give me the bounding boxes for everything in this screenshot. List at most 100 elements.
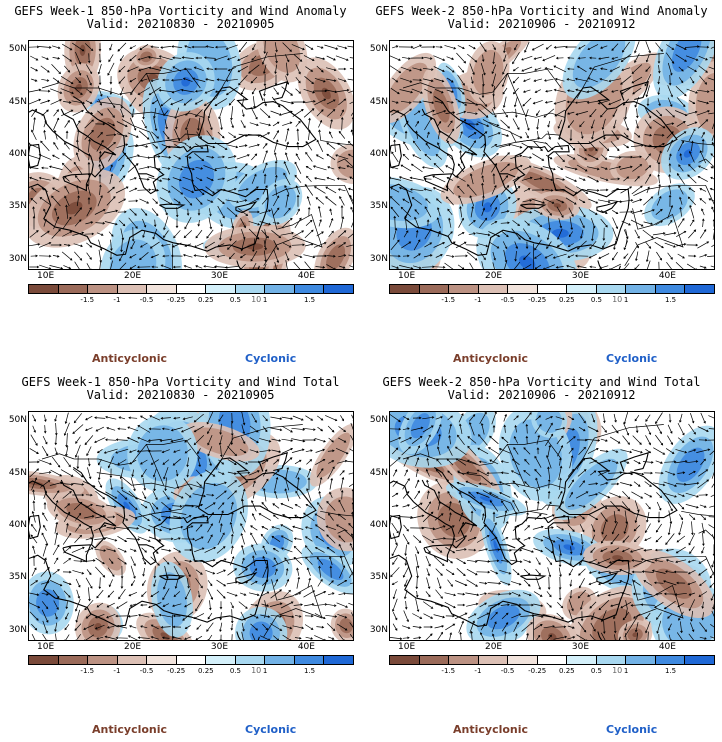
lon-label: 30E [210,642,229,652]
colorbar-label: -1 [474,667,482,675]
lat-label: 30N [369,253,388,264]
colorbar-swatch [537,285,568,293]
colorbar-swatch [265,656,295,664]
colorbar-swatch [147,656,177,664]
colorbar-swatch [596,285,627,293]
colorbar-swatch [29,656,59,664]
map-panel-p2: GEFS Week-2 850-hPa Vorticity and Wind A… [361,0,722,371]
lon-label: 10E [398,271,416,281]
colorbar-swatch [235,656,266,664]
panel-title: GEFS Week-2 850-hPa Vorticity and Wind T… [382,375,701,389]
colorbar-label: 1.5 [664,296,677,304]
lat-label: 30N [8,253,27,264]
lat-label: 40N [8,149,27,159]
colorbar-label: -1 [113,667,121,675]
colorbar-swatch [117,285,148,293]
panel-title: GEFS Week-1 850-hPa Vorticity and Wind A… [14,4,347,18]
lat-label: 40N [369,520,388,530]
lon-label: 20E [484,271,503,281]
lat-label: 45N [8,467,27,478]
colorbar-label: -1.5 [441,667,456,675]
colorbar-swatch [206,285,236,293]
lat-label: 50N [8,44,27,55]
colorbar-label: 0.5 [229,296,242,304]
colorbar-swatch [449,656,479,664]
colorbar-swatch [390,656,420,664]
map-panel-p3: GEFS Week-1 850-hPa Vorticity and Wind T… [0,371,361,742]
colorbar-unit: 10 [251,666,262,675]
colorbar-swatch [685,656,715,664]
colorbar-label: 1.5 [303,296,316,304]
lat-label: 30N [369,624,388,635]
panel-valid-dates: Valid: 20210830 - 20210905 [86,17,275,31]
colorbar-swatch [88,285,118,293]
lat-label: 45N [369,467,388,478]
colorbar-label: -1.5 [80,667,95,675]
lon-label: 20E [123,642,142,652]
colorbar-label: 0.25 [198,296,214,304]
colorbar [389,655,715,665]
colorbar-swatch [58,656,89,664]
lat-label: 35N [369,201,388,212]
lat-label: 50N [8,415,27,426]
colorbar-label: -1 [474,296,482,304]
lat-label: 50N [369,44,388,55]
colorbar-swatch [419,656,450,664]
colorbar-label: 1 [262,296,268,304]
colorbar-swatch [567,656,597,664]
legend-cyclonic: Cyclonic [245,352,297,365]
panel-valid-dates: Valid: 20210906 - 20210912 [447,388,636,402]
colorbar-unit: 10 [251,295,262,304]
lat-label: 50N [369,415,388,426]
colorbar-swatch [508,656,538,664]
map-canvas [29,412,353,640]
legend-cyclonic: Cyclonic [245,723,297,736]
colorbar-label: 0.5 [590,296,603,304]
lon-label: 40E [658,642,676,652]
legend-anticyclonic: Anticyclonic [453,723,529,736]
lon-label: 40E [297,642,315,652]
colorbar-swatch [567,285,597,293]
colorbar-swatch [626,285,656,293]
colorbar-label: -0.5 [139,667,154,675]
legend-anticyclonic: Anticyclonic [92,352,168,365]
colorbar-swatch [29,285,59,293]
colorbar-swatch [419,285,450,293]
lat-label: 40N [369,149,388,159]
colorbar-swatch [449,285,479,293]
colorbar-swatch [206,656,236,664]
lon-label: 30E [571,642,590,652]
colorbar-swatch [478,285,509,293]
lon-label: 20E [484,642,503,652]
legend-anticyclonic: Anticyclonic [92,723,168,736]
colorbar-label: 0.25 [198,667,214,675]
lat-label: 35N [8,201,27,212]
colorbar-label: -1.5 [80,296,95,304]
lon-label: 40E [297,271,315,281]
colorbar [28,284,354,294]
colorbar-swatch [88,656,118,664]
lat-label: 35N [369,572,388,583]
lat-label: 45N [369,96,388,107]
lon-label: 10E [398,642,416,652]
vorticity-map [28,411,354,641]
colorbar-swatch [685,285,715,293]
colorbar-label: -0.25 [528,667,547,675]
colorbar-swatch [147,285,177,293]
legend-cyclonic: Cyclonic [606,352,658,365]
map-canvas [29,41,353,269]
colorbar [28,655,354,665]
panel-valid-dates: Valid: 20210906 - 20210912 [447,17,636,31]
colorbar-label: 1 [262,667,268,675]
colorbar-swatch [324,656,354,664]
map-canvas [390,41,714,269]
colorbar-label: -0.25 [167,296,186,304]
colorbar-label: 1 [623,296,629,304]
map-panel-p4: GEFS Week-2 850-hPa Vorticity and Wind T… [361,371,722,742]
colorbar [389,284,715,294]
lon-label: 20E [123,271,142,281]
lat-label: 35N [8,572,27,583]
colorbar-swatch [58,285,89,293]
colorbar-label: 0.25 [559,296,575,304]
colorbar-swatch [478,656,509,664]
